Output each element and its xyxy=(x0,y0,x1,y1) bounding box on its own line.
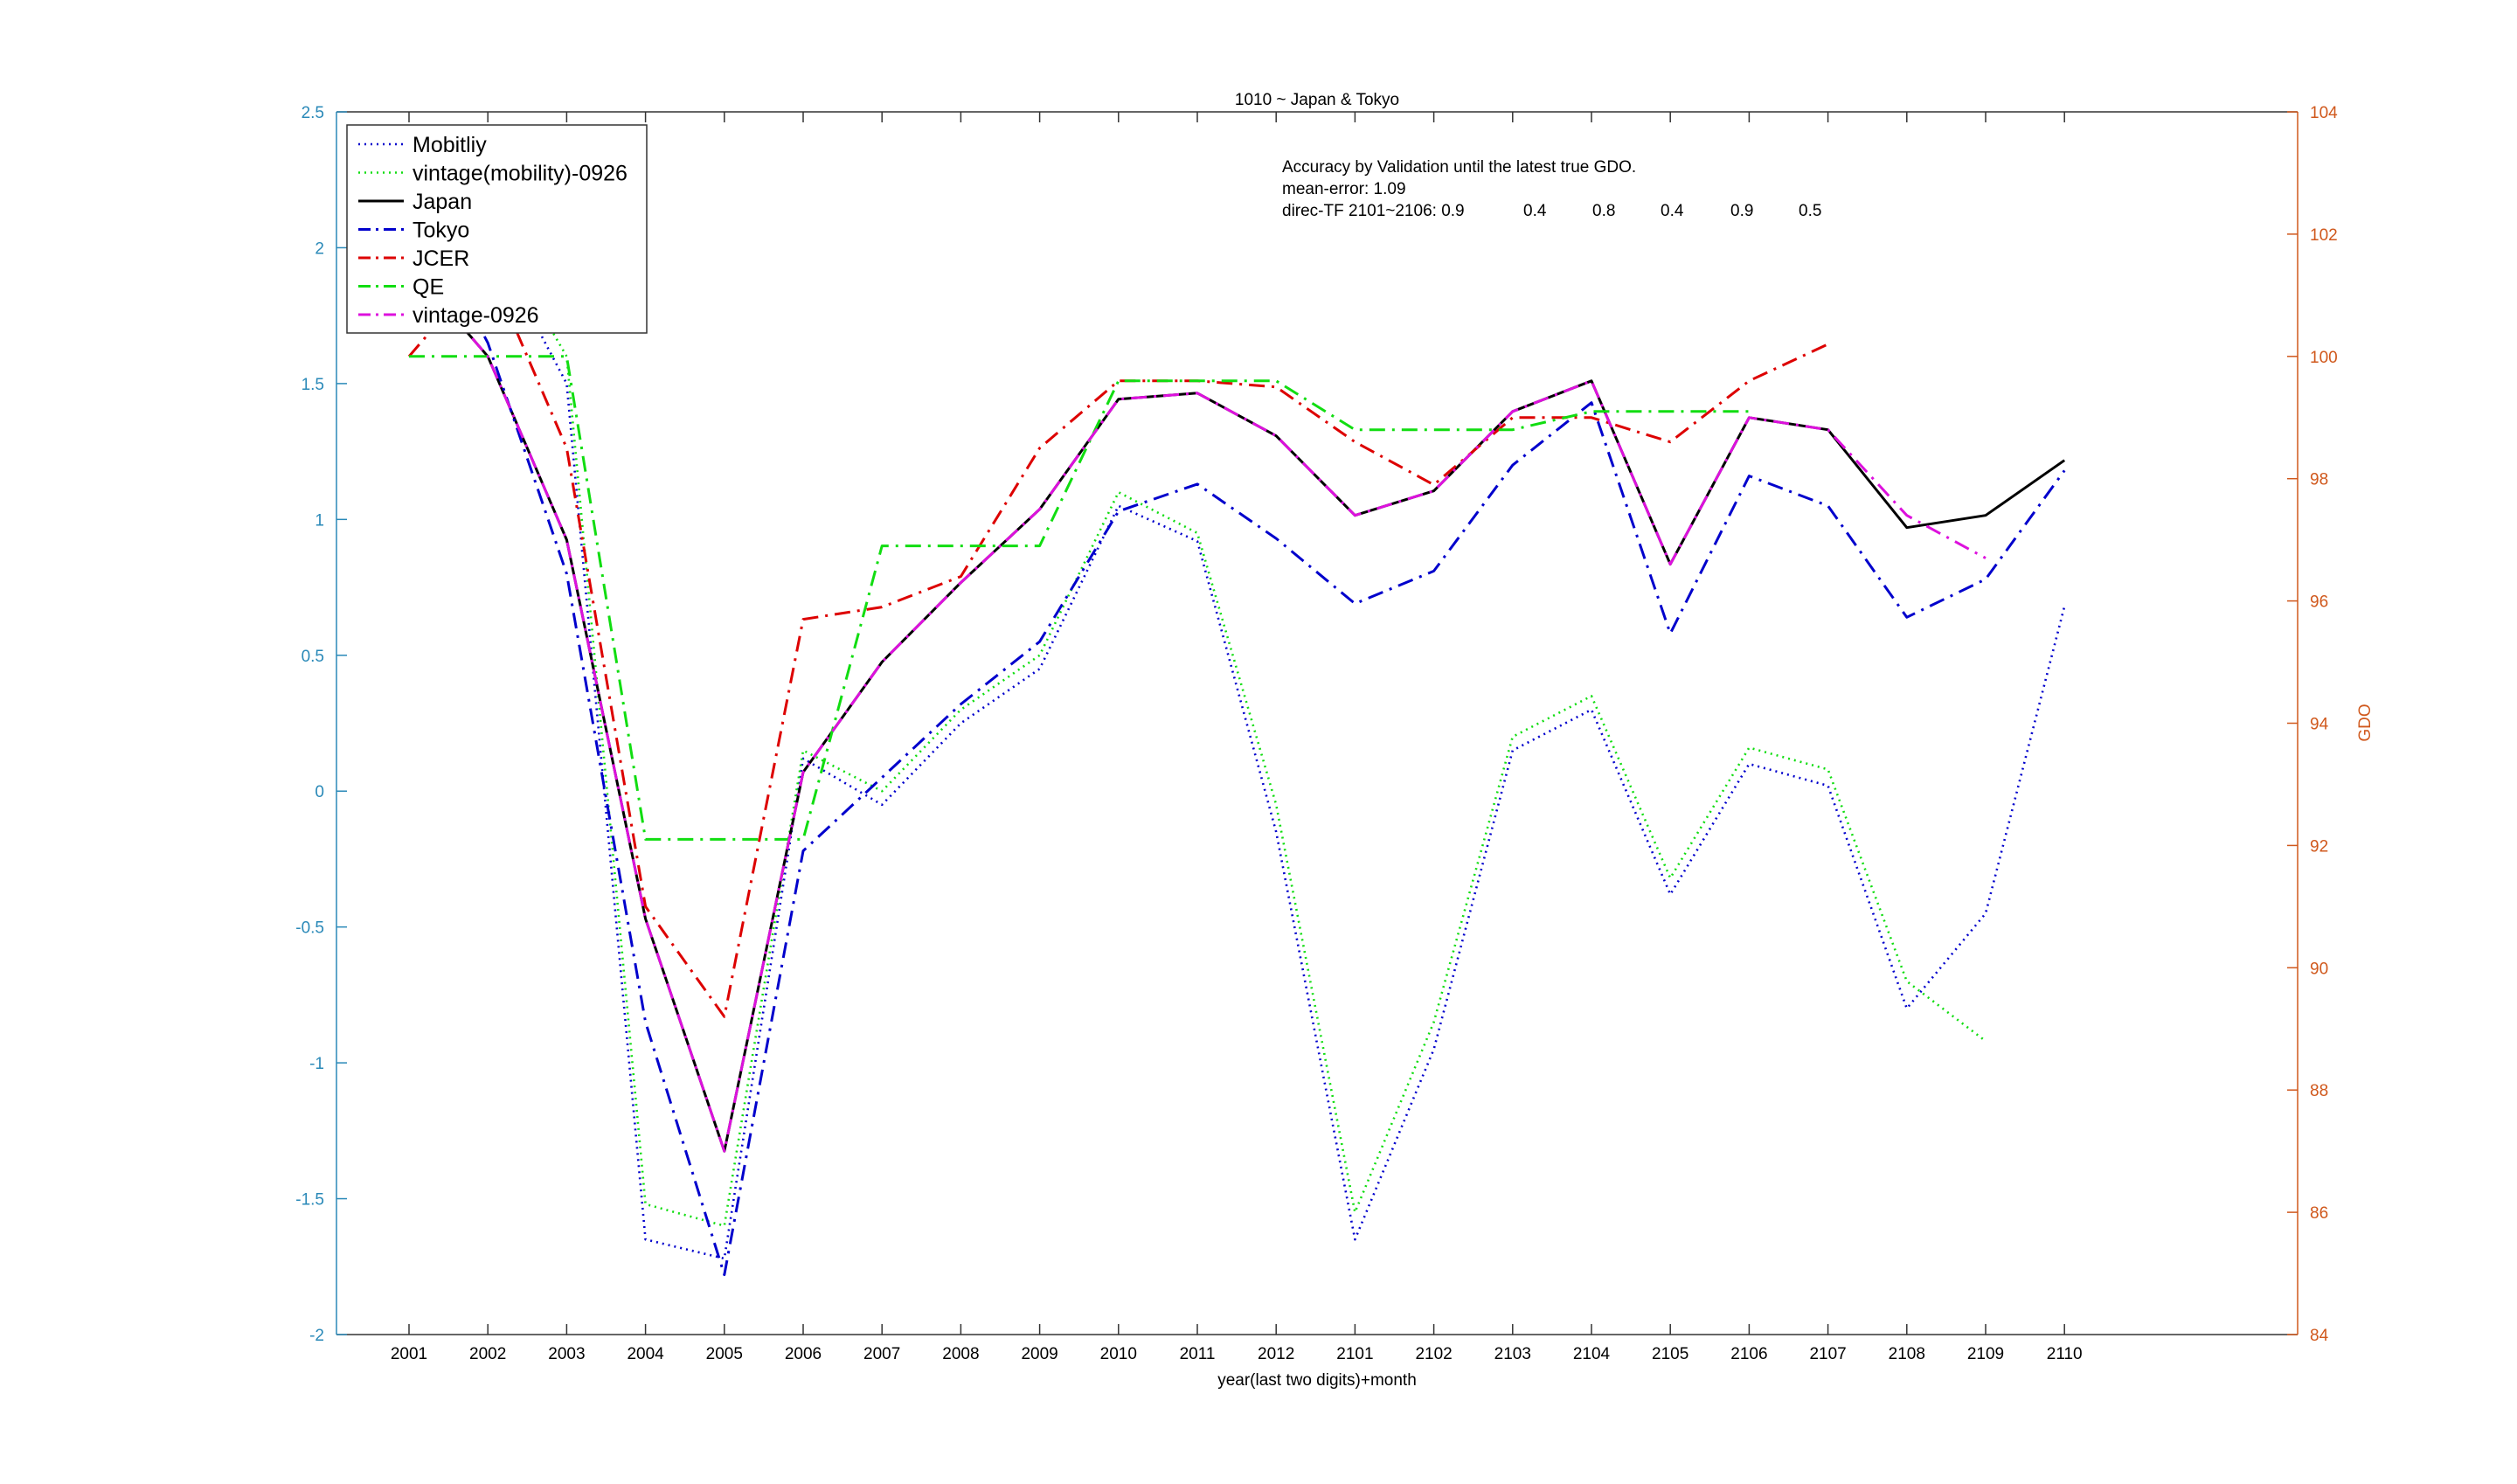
series-layer xyxy=(407,192,2066,1277)
x-tick-label: 2006 xyxy=(785,1345,822,1363)
x-tick-label: 2110 xyxy=(2047,1345,2083,1363)
right-tick-label: 96 xyxy=(2310,593,2328,612)
annotation-line-1: Accuracy by Validation until the latest … xyxy=(1282,158,1636,177)
x-tick-label: 2001 xyxy=(391,1345,427,1363)
annotation-tf-4: 0.4 xyxy=(1661,202,1684,220)
x-tick-label: 2106 xyxy=(1730,1345,1767,1363)
series-line-mobitliy xyxy=(408,219,2066,1260)
left-tick-label: 2 xyxy=(315,239,324,258)
left-tick-label: 0.5 xyxy=(302,648,324,666)
x-tick-label: 2103 xyxy=(1494,1345,1531,1363)
annotation-line-2: mean-error: 1.09 xyxy=(1282,180,1406,198)
legend-label: QE xyxy=(413,275,444,300)
left-tick-label: 1 xyxy=(315,511,324,530)
x-axis-label: year(last two digits)+month xyxy=(1217,1371,1417,1390)
x-tick-label: 2104 xyxy=(1573,1345,1611,1363)
annotation-tf-6: 0.5 xyxy=(1799,202,1821,220)
x-tick-label: 2009 xyxy=(1021,1345,1057,1363)
right-tick-label: 94 xyxy=(2310,716,2329,734)
x-tick-label: 2109 xyxy=(1967,1345,2004,1363)
series-line-qe xyxy=(409,355,1750,841)
axes-layer: -2 -1.5 -1 -0.5 0 0.5 1 1.5 2 2.5 84 86 88 90 92 94 96 98… xyxy=(295,104,2338,1363)
legend-box xyxy=(346,124,648,334)
right-tick-label: 88 xyxy=(2310,1082,2328,1100)
right-tick-label: 98 xyxy=(2310,471,2328,489)
right-tick-label: 86 xyxy=(2310,1204,2328,1223)
x-tick-label: 2012 xyxy=(1258,1345,1294,1363)
plot-area xyxy=(336,112,2298,1335)
right-tick-label: 104 xyxy=(2310,104,2338,122)
x-tick-label: 2003 xyxy=(548,1345,585,1363)
right-tick-label: 92 xyxy=(2310,837,2328,856)
legend-label: vintage-0926 xyxy=(413,303,539,328)
left-tick-label: 2.5 xyxy=(302,104,324,122)
left-tick-label: -1 xyxy=(309,1055,324,1073)
left-tick-label: 1.5 xyxy=(302,376,324,394)
x-tick-label: 2007 xyxy=(863,1345,900,1363)
x-tick-label: 2002 xyxy=(469,1345,506,1363)
annotation-tf-3: 0.8 xyxy=(1592,202,1615,220)
legend-items: Mobitliy vintage(mobility)-0926 Japan Tokyo… xyxy=(358,133,628,328)
x-tick-label: 2005 xyxy=(706,1345,743,1363)
series-line-jcer xyxy=(407,263,1829,1018)
legend-label: JCER xyxy=(413,246,469,271)
x-tick-label: 2008 xyxy=(942,1345,979,1363)
legend-label: vintage(mobility)-0926 xyxy=(413,162,628,186)
legend: Mobitliy vintage(mobility)-0926 Japan Tokyo… xyxy=(346,124,648,334)
annotation-line-3: direc-TF 2101~2106: 0.9 xyxy=(1282,202,1465,220)
right-tick-label: 84 xyxy=(2310,1327,2329,1345)
x-tick-label: 2010 xyxy=(1100,1345,1137,1363)
left-tick-label: -1.5 xyxy=(295,1191,324,1210)
left-tick-label: -2 xyxy=(309,1327,324,1345)
x-tick-label: 2101 xyxy=(1336,1345,1373,1363)
x-tick-label: 2004 xyxy=(627,1345,664,1363)
x-tick-label: 2108 xyxy=(1889,1345,1925,1363)
left-tick-label: -0.5 xyxy=(295,919,324,938)
right-tick-label: 100 xyxy=(2310,349,2338,367)
right-tick-label: 90 xyxy=(2310,960,2328,978)
annotation-tf-5: 0.9 xyxy=(1730,202,1753,220)
annotation-block: Accuracy by Validation until the latest … xyxy=(1282,158,1821,220)
left-tick-label: 0 xyxy=(315,783,324,801)
series-line-vintage-0926 xyxy=(407,263,1987,1153)
right-tick-label: 102 xyxy=(2310,226,2338,245)
legend-label: Tokyo xyxy=(413,218,469,243)
annotation-tf-2: 0.4 xyxy=(1523,202,1547,220)
legend-label: Japan xyxy=(413,190,472,214)
x-tick-label: 2107 xyxy=(1809,1345,1846,1363)
right-axis-label: GDO xyxy=(2356,704,2375,741)
series-line-vintage-mobility-0926 xyxy=(408,192,1987,1227)
legend-label: Mobitliy xyxy=(413,133,487,157)
x-tick-label: 2102 xyxy=(1415,1345,1452,1363)
x-tick-label: 2105 xyxy=(1652,1345,1688,1363)
chart-title: 1010 ~ Japan & Tokyo xyxy=(1235,91,1399,109)
x-tick-label: 2011 xyxy=(1180,1345,1216,1363)
